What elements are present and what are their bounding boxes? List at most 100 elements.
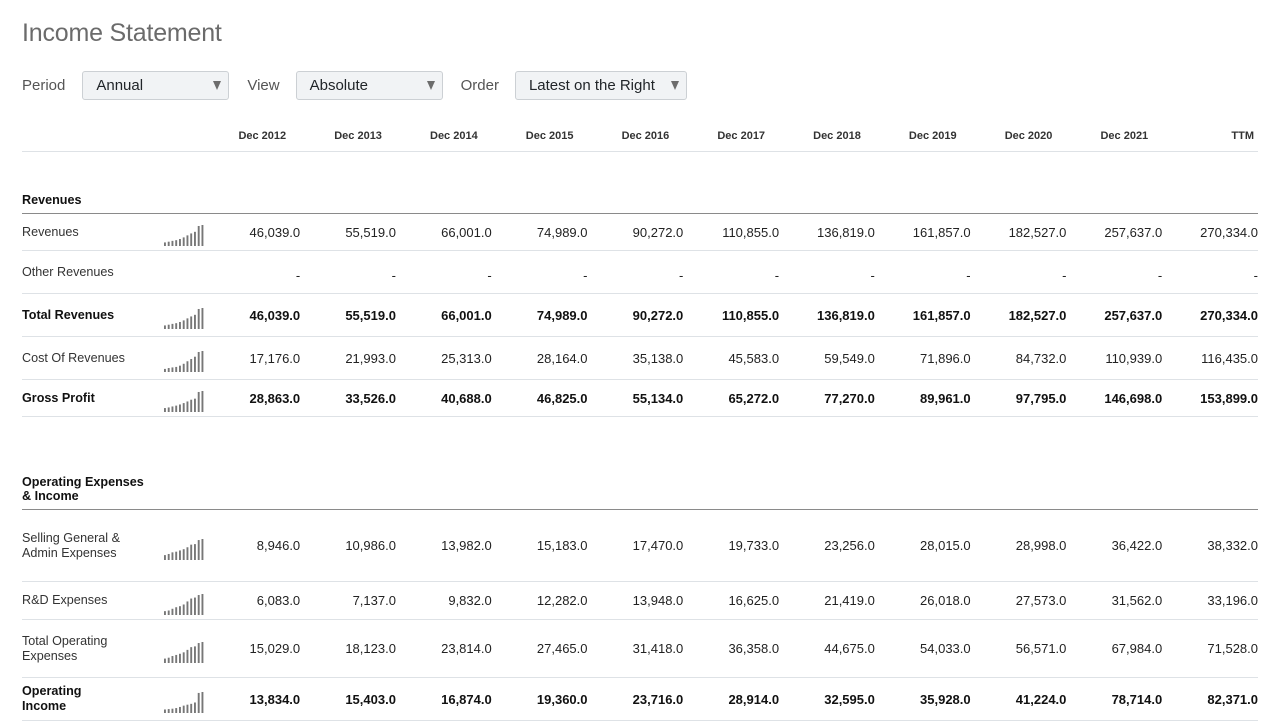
value-cell: 28,164.0 <box>491 336 588 380</box>
value-cell: 54,033.0 <box>874 619 971 678</box>
sparkline-cell <box>156 379 205 417</box>
value-cell: 25,313.0 <box>395 336 492 380</box>
sparkline-bar <box>197 539 200 560</box>
table-row: R&D Expenses 6,083.0 7,137.0 9,832.0 12,282.… <box>22 581 1258 620</box>
section-spacer <box>22 152 1258 181</box>
sparkline-bar <box>171 367 174 372</box>
value-cell: - <box>587 250 684 294</box>
sparkline-bar <box>167 609 170 615</box>
value-cell: 19,360.0 <box>491 677 588 721</box>
column-header-label: Dec 2014 <box>430 129 478 142</box>
view-select[interactable]: Absolute <box>295 71 443 100</box>
value-cell: 257,637.0 <box>1066 293 1163 337</box>
sparkline-bar <box>194 231 196 246</box>
column-header-label: Dec 2012 <box>238 129 287 142</box>
column-header-row: Dec 2012 Dec 2013 Dec 2014 Dec 2015 Dec 2016… <box>22 120 1258 152</box>
value-cell: 55,134.0 <box>587 379 684 417</box>
sparkline-bar <box>186 600 189 615</box>
value-cell: 257,637.0 <box>1066 213 1163 251</box>
sparkline-bar <box>186 318 189 329</box>
value-cell: 116,435.0 <box>1162 336 1258 380</box>
sparkline-bar <box>171 655 174 663</box>
row-label: Total Operating Expenses <box>22 619 157 678</box>
value-cell: 21,419.0 <box>779 581 875 620</box>
value-cell: 161,857.0 <box>874 293 971 337</box>
column-header: Dec 2015 <box>491 120 588 152</box>
chevron-down-icon <box>670 81 679 90</box>
sparkline-bar <box>167 657 170 663</box>
value-cell: 16,874.0 <box>395 677 492 721</box>
period-label: Period <box>22 77 66 94</box>
sparkline-bar <box>186 704 189 713</box>
sparkline-chart <box>164 225 204 246</box>
sparkline-bar <box>197 692 200 713</box>
table-row: Cost Of Revenues 17,176.0 21,993.0 25,313.0… <box>22 336 1258 380</box>
sparkline-bar <box>175 654 178 663</box>
value-cell: - <box>1162 250 1258 294</box>
value-cell: 12,282.0 <box>491 581 588 620</box>
sparkline-bar <box>201 692 204 713</box>
value-cell: - <box>779 250 875 294</box>
sparkline-chart <box>164 641 204 663</box>
sparkline-bar <box>171 406 174 412</box>
value-cell: 182,527.0 <box>970 293 1067 337</box>
sparkline-bar <box>171 608 174 615</box>
sparkline-bar <box>194 645 196 663</box>
value-cell: - <box>300 250 396 294</box>
sparkline-bar <box>197 351 200 372</box>
value-cell: 16,625.0 <box>683 581 780 620</box>
sparkline-bar <box>164 368 166 372</box>
sparkline-bar <box>179 321 181 329</box>
sparkline-cell <box>156 336 205 380</box>
value-cell: 55,519.0 <box>300 293 396 337</box>
sparkline-bar <box>194 702 196 713</box>
row-label: Selling General & Admin Expenses <box>22 509 157 582</box>
column-header-label: Dec 2016 <box>621 129 670 142</box>
sparkline-bar <box>175 405 178 412</box>
value-cell: 136,819.0 <box>779 293 875 337</box>
sparkline-bar <box>179 549 181 560</box>
sparkline-bar <box>194 597 196 615</box>
order-select[interactable]: Latest on the Right <box>514 71 687 100</box>
column-header-label: Dec 2015 <box>525 129 574 142</box>
value-cell: 15,183.0 <box>491 509 588 582</box>
sparkline-chart <box>164 593 204 615</box>
sparkline-bar <box>190 544 193 560</box>
sparkline-bar <box>201 308 204 329</box>
sparkline-bar <box>179 238 181 246</box>
table-row: Gross Profit 28,863.0 33,526.0 40,688.0 46,8… <box>22 379 1258 417</box>
sparkline-bar <box>190 399 193 412</box>
value-cell: 78,714.0 <box>1066 677 1163 721</box>
sparkline-cell <box>156 581 205 620</box>
value-cell: 89,961.0 <box>874 379 971 417</box>
value-cell: 10,986.0 <box>300 509 396 582</box>
row-label: Cost Of Revenues <box>22 336 157 380</box>
table-row: Operating Income 13,834.0 15,403.0 16,874.0… <box>22 677 1258 721</box>
sparkline-cell <box>156 677 205 721</box>
row-label: Revenues <box>22 213 157 251</box>
value-cell: 28,998.0 <box>970 509 1067 582</box>
sparkline-cell <box>156 213 205 251</box>
value-cell: 97,795.0 <box>970 379 1067 417</box>
sparkline-bar <box>194 398 196 412</box>
column-header: Dec 2016 <box>587 120 684 152</box>
value-cell: - <box>874 250 971 294</box>
sparkline-bar <box>167 241 170 246</box>
value-cell: - <box>204 250 301 294</box>
value-cell: 46,039.0 <box>204 213 301 251</box>
view-label: View <box>247 77 280 94</box>
sparkline-cell <box>156 509 205 582</box>
value-cell: 28,015.0 <box>874 509 971 582</box>
sparkline-bar <box>175 551 178 560</box>
table-row: Other Revenues - - - - - - - - - - - <box>22 250 1258 294</box>
period-select[interactable]: Annual <box>82 71 230 100</box>
sparkline-bar <box>179 653 181 663</box>
value-cell: 15,029.0 <box>204 619 301 678</box>
section-title: Operating Expenses & Income <box>22 459 157 510</box>
value-cell: 59,549.0 <box>779 336 875 380</box>
value-cell: - <box>1066 250 1163 294</box>
value-cell: 13,948.0 <box>587 581 684 620</box>
column-header-label: Dec 2017 <box>717 129 766 142</box>
row-label: R&D Expenses <box>22 581 157 620</box>
sparkline-chart <box>164 351 204 372</box>
